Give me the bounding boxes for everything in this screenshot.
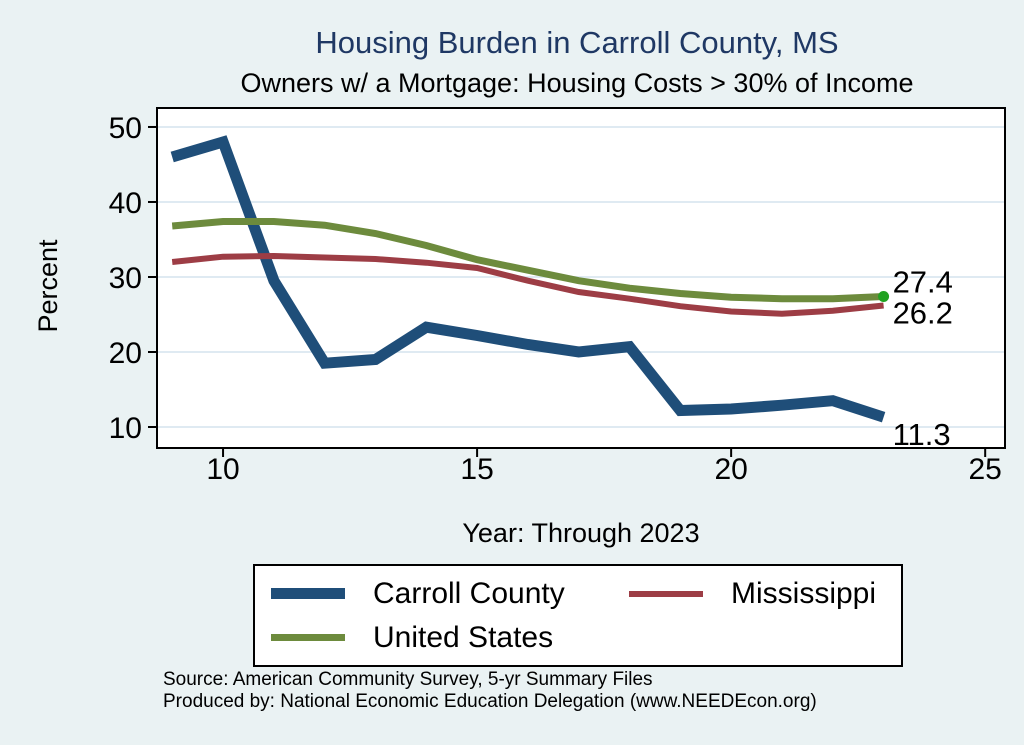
legend-label-carroll_county: Carroll County — [373, 577, 565, 610]
y-tick-label-10: 10 — [109, 412, 142, 445]
source-line-1: Source: American Community Survey, 5-yr … — [163, 669, 653, 690]
chart-subtitle: Owners w/ a Mortgage: Housing Costs > 30… — [240, 68, 914, 98]
legend-items: Carroll County Mississippi United States — [271, 578, 901, 653]
x-tick-label-15: 15 — [460, 453, 493, 486]
x-tick-label-25: 25 — [968, 453, 1001, 486]
end-value-label-carroll_county: 11.3 — [893, 417, 951, 452]
legend-item-carroll_county: Carroll County — [271, 578, 629, 610]
x-tick-label-20: 20 — [714, 453, 747, 486]
series-line-mississippi — [171, 252, 884, 317]
y-tick-label-40: 40 — [109, 187, 142, 220]
source-note: Source: American Community Survey, 5-yr … — [163, 669, 817, 713]
end-value-label-united_states: 27.4 — [893, 264, 953, 299]
series-line-carroll_county — [170, 135, 886, 423]
legend-swatch-united_states — [271, 633, 345, 641]
legend-label-united_states: United States — [373, 620, 554, 654]
chart-title: Housing Burden in Carroll County, MS — [315, 25, 839, 60]
x-tick-label-10: 10 — [206, 453, 239, 486]
legend-item-mississippi: Mississippi — [629, 578, 901, 610]
y-tick-label-20: 20 — [109, 337, 142, 370]
legend-item-united_states: United States — [271, 620, 629, 654]
series-line-united_states — [171, 218, 884, 303]
plot-border — [156, 107, 1006, 449]
end-marker-united_states — [878, 290, 890, 302]
y-axis-title: Percent — [33, 239, 63, 333]
legend-box: Carroll County Mississippi United States — [253, 564, 903, 667]
y-tick-label-50: 50 — [109, 112, 142, 145]
end-value-label-mississippi: 26.2 — [893, 295, 953, 330]
y-tick-label-30: 30 — [109, 262, 142, 295]
legend-swatch-carroll_county — [271, 588, 345, 600]
legend-label-mississippi: Mississippi — [731, 577, 877, 610]
source-line-2: Produced by: National Economic Education… — [163, 691, 817, 712]
x-axis-title: Year: Through 2023 — [462, 518, 700, 548]
legend-swatch-mississippi — [629, 590, 703, 597]
